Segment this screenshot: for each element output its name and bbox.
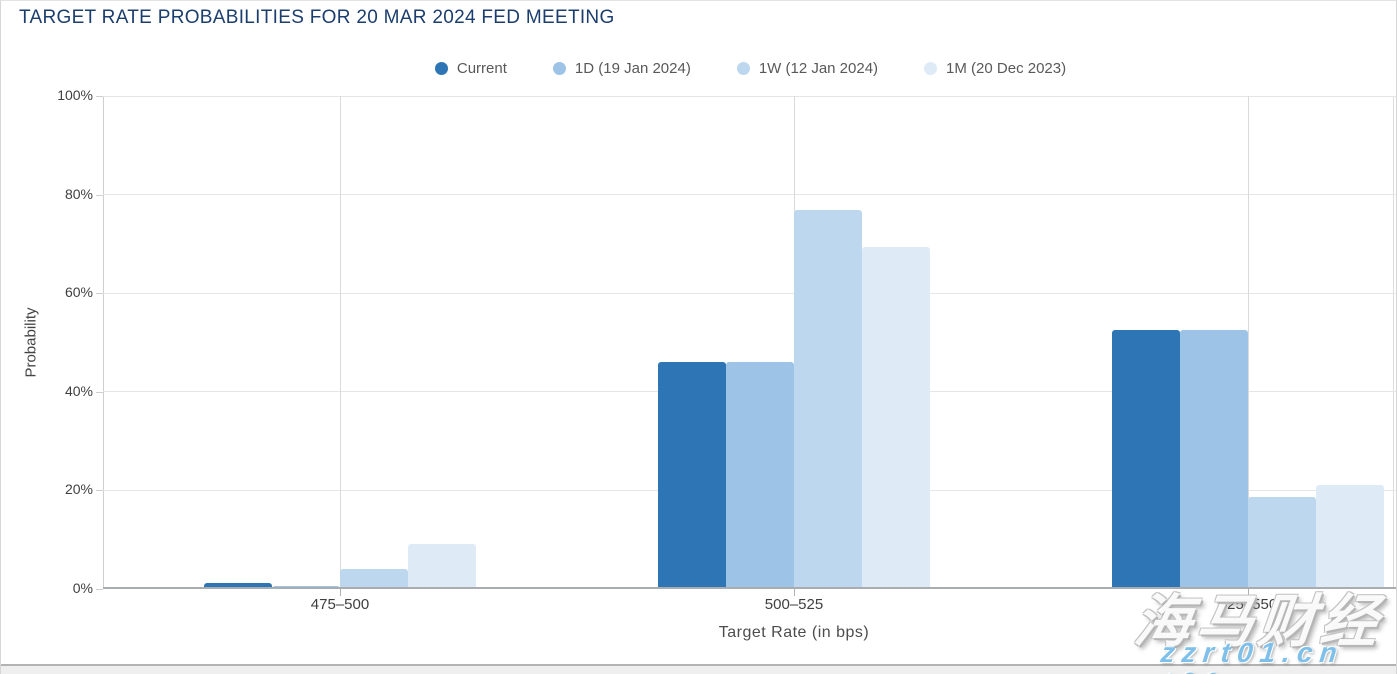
y-axis-line xyxy=(103,96,104,589)
bar-current-475-500 xyxy=(204,583,272,589)
bar-1m-500-525 xyxy=(862,247,930,589)
y-tick-mark xyxy=(96,391,103,393)
plot-area xyxy=(103,95,1396,596)
gridline xyxy=(103,194,1396,196)
y-tick-mark xyxy=(96,293,103,295)
legend-item-1d[interactable]: 1D (19 Jan 2024) xyxy=(552,59,691,77)
legend-item-1m[interactable]: 1M (20 Dec 2023) xyxy=(924,60,1066,77)
bar-1w-500-525 xyxy=(794,210,862,589)
gridline xyxy=(103,292,1396,294)
x-tick-mark xyxy=(794,589,795,596)
legend-swatch-1d-icon xyxy=(552,61,566,75)
y-tick-mark xyxy=(96,194,103,196)
bar-current-525-550 xyxy=(1112,330,1180,589)
x-tick-mark xyxy=(1248,589,1249,596)
legend-label-1w: 1W (12 Jan 2024) xyxy=(758,59,879,77)
legend-swatch-current-icon xyxy=(434,61,448,75)
y-tick-mark xyxy=(96,589,103,590)
x-tick-label: 475–500 xyxy=(310,596,370,613)
chart-title: TARGET RATE PROBABILITIES FOR 20 MAR 202… xyxy=(19,7,615,28)
bottom-strip xyxy=(1,664,1396,674)
legend-label-current: Current xyxy=(456,59,507,77)
x-tick-label: 500–525 xyxy=(764,596,824,613)
legend-item-current[interactable]: Current xyxy=(434,59,507,77)
x-tick-label: 525–550 xyxy=(1218,596,1278,613)
y-tick-mark xyxy=(96,490,103,492)
legend-swatch-1w-icon xyxy=(736,61,750,75)
watermark-url: zzrt01.cn xyxy=(1159,637,1346,668)
legend-swatch-1m-icon xyxy=(924,61,938,75)
watermark-url-partial: zzrt01.cn xyxy=(1101,667,1287,674)
y-axis-labels: 0% 20% 40% 60% 80% 100% xyxy=(1,87,103,596)
bar-current-500-525 xyxy=(658,362,726,589)
y-tick-label: 0% xyxy=(72,580,93,596)
legend-label-1d: 1D (19 Jan 2024) xyxy=(574,59,691,77)
legend-label-1m: 1M (20 Dec 2023) xyxy=(946,59,1067,77)
y-tick-label: 60% xyxy=(64,284,93,301)
y-tick-label: 100% xyxy=(57,87,93,103)
x-axis-title: Target Rate (in bps) xyxy=(718,624,870,641)
y-tick-label: 80% xyxy=(64,185,93,202)
y-tick-label: 20% xyxy=(64,481,93,498)
bar-1w-525-550 xyxy=(1248,497,1316,589)
bar-1m-475-500 xyxy=(408,544,476,589)
legend: Current 1D (19 Jan 2024) 1W (12 Jan 2024… xyxy=(103,59,1396,77)
bar-1w-475-500 xyxy=(340,569,408,589)
y-tick-mark xyxy=(96,96,103,97)
bar-1d-500-525 xyxy=(726,362,794,589)
x-axis-labels: 475–500 500–525 525–550 xyxy=(103,596,1396,616)
gridline xyxy=(103,95,1396,97)
category-gridline xyxy=(340,96,341,589)
bar-1d-525-550 xyxy=(1180,330,1248,589)
category-gridline xyxy=(1248,96,1249,589)
x-tick-mark xyxy=(340,589,341,596)
legend-item-1w[interactable]: 1W (12 Jan 2024) xyxy=(736,59,879,77)
plot-right-border xyxy=(1393,96,1394,589)
y-tick-label: 40% xyxy=(64,382,93,399)
x-axis-line xyxy=(103,587,1396,589)
bar-1m-525-550 xyxy=(1316,485,1384,589)
